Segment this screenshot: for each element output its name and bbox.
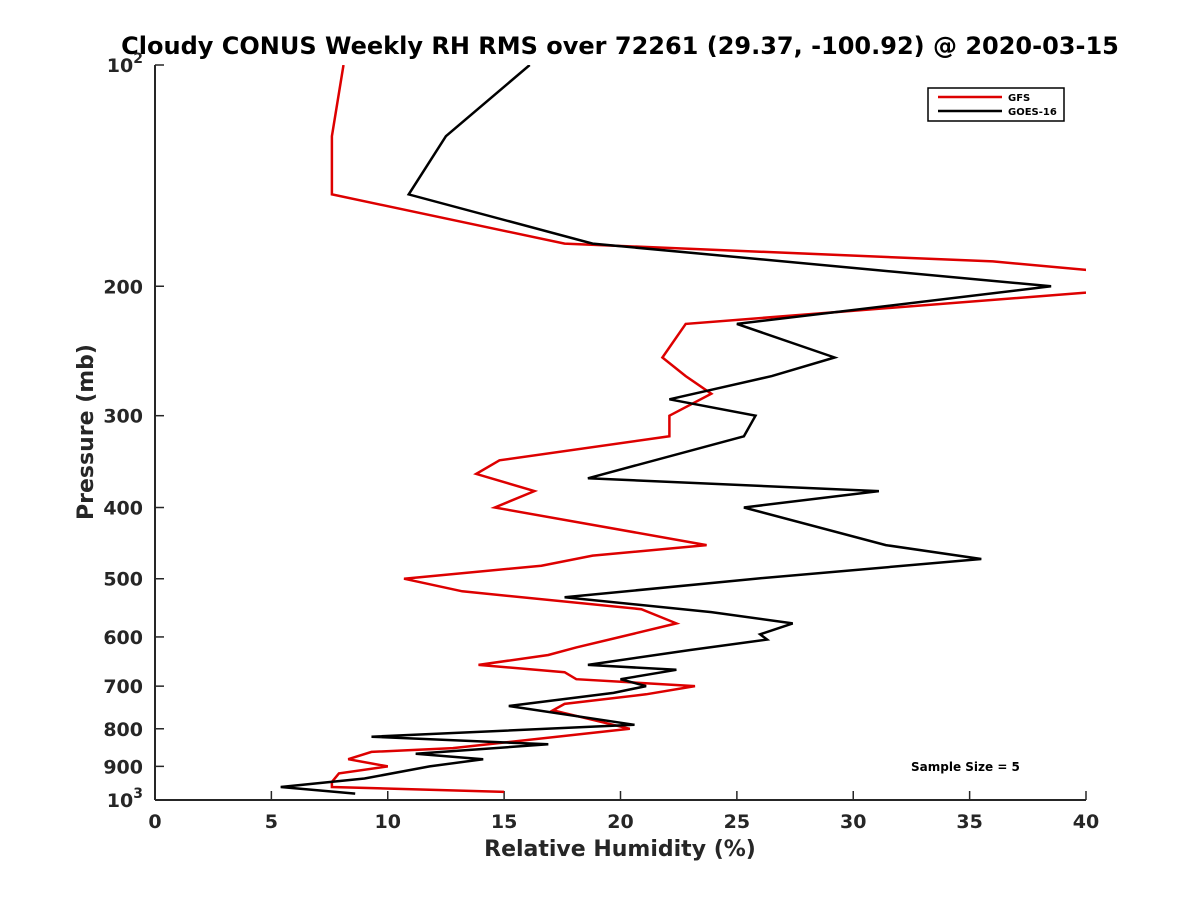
y-tick-label: 500 bbox=[103, 569, 143, 591]
y-tick-label: 300 bbox=[103, 406, 143, 428]
x-tick-label: 10 bbox=[375, 811, 401, 833]
y-tick-label: 102 bbox=[107, 51, 143, 77]
y-axis-label: Pressure (mb) bbox=[74, 344, 99, 520]
x-tick-label: 40 bbox=[1073, 811, 1099, 833]
x-tick-label: 35 bbox=[956, 811, 982, 833]
x-axis-label: Relative Humidity (%) bbox=[484, 837, 756, 862]
y-tick-label: 800 bbox=[103, 719, 143, 741]
chart-title: Cloudy CONUS Weekly RH RMS over 72261 (2… bbox=[121, 32, 1119, 60]
series-line-goes-16 bbox=[280, 65, 1052, 795]
y-tick-label: 200 bbox=[103, 276, 143, 298]
x-tick-label: 25 bbox=[724, 811, 750, 833]
x-ticks: 0 5 10 15 20 25 30 35 40 bbox=[148, 791, 1099, 833]
y-tick-label: 900 bbox=[103, 756, 143, 778]
plot-axes bbox=[154, 65, 1086, 801]
sample-size-annotation: Sample Size = 5 bbox=[911, 760, 1020, 774]
y-ticks: 102 200 300 400 500 600 700 800 900 103 bbox=[103, 51, 164, 812]
y-tick-label: 400 bbox=[103, 498, 143, 520]
x-tick-label: 30 bbox=[840, 811, 866, 833]
legend-label-gfs: GFS bbox=[1008, 93, 1030, 104]
series-layer bbox=[280, 65, 1086, 795]
series-line-gfs bbox=[330, 65, 1086, 794]
legend: GFS GOES-16 bbox=[927, 87, 1065, 122]
y-tick-label: 600 bbox=[103, 627, 143, 649]
x-tick-label: 0 bbox=[148, 811, 161, 833]
legend-label-goes16: GOES-16 bbox=[1008, 107, 1057, 118]
x-tick-label: 5 bbox=[265, 811, 278, 833]
legend-box bbox=[927, 87, 1065, 122]
y-tick-label: 700 bbox=[103, 676, 143, 698]
x-tick-label: 20 bbox=[607, 811, 633, 833]
y-tick-label: 103 bbox=[107, 786, 143, 812]
x-tick-label: 15 bbox=[491, 811, 517, 833]
